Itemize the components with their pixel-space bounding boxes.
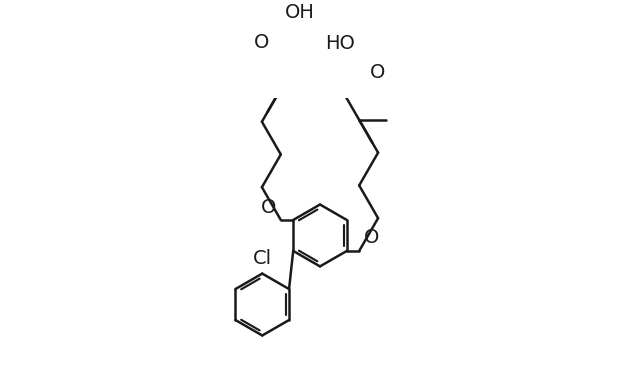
Text: O: O [254, 32, 269, 51]
Text: OH: OH [285, 3, 315, 22]
Text: O: O [260, 198, 276, 217]
Text: Cl: Cl [253, 249, 272, 268]
Text: O: O [364, 229, 380, 248]
Text: O: O [371, 63, 386, 82]
Text: HO: HO [325, 34, 355, 53]
